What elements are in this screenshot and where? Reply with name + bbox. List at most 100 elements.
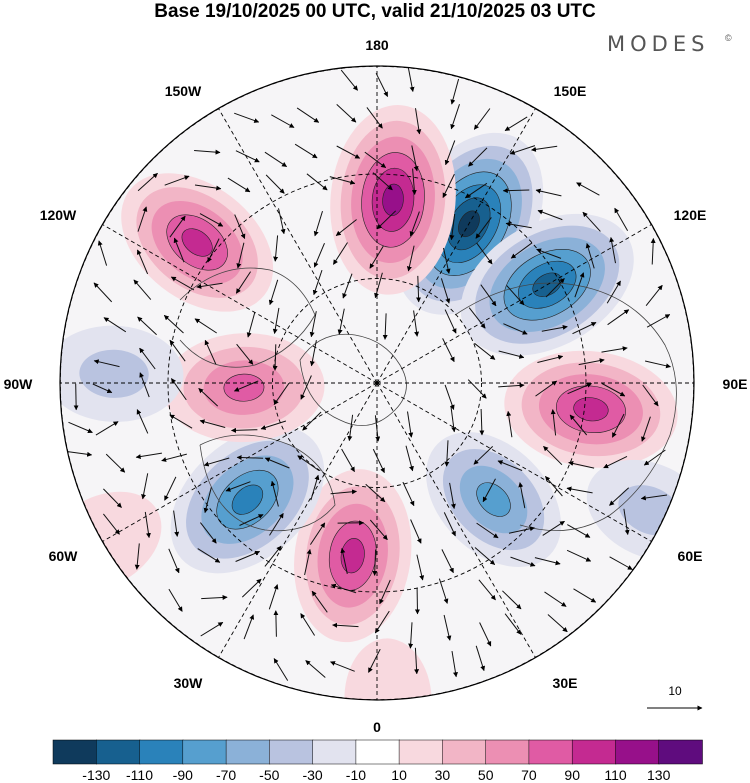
wind-arrow-icon <box>578 358 605 366</box>
wind-arrow-icon <box>609 556 633 570</box>
wind-arrow-icon <box>137 206 148 232</box>
wind-arrow-icon <box>497 460 523 471</box>
wind-arrow-icon <box>566 549 592 562</box>
wind-arrow-icon <box>133 279 152 300</box>
wind-arrow-icon <box>534 557 561 566</box>
colorbar-swatch <box>398 739 444 765</box>
wind-arrow-icon <box>374 272 383 299</box>
wind-arrow-icon <box>273 235 279 262</box>
wind-arrow-icon <box>482 478 496 503</box>
wind-arrow-icon <box>541 324 568 332</box>
wind-arrow-icon <box>336 104 357 123</box>
wind-arrow-icon <box>273 658 289 681</box>
wind-arrow-icon <box>603 455 628 469</box>
wind-arrow-icon <box>609 487 630 506</box>
wind-arrow-icon <box>502 590 522 610</box>
wind-arrow-icon <box>241 578 262 598</box>
meridian-line <box>376 382 536 658</box>
map-disc <box>60 66 694 700</box>
wind-arrow-icon <box>601 346 628 353</box>
anomaly-band <box>476 482 511 517</box>
wind-arrow-icon <box>498 350 525 359</box>
wind-arrow-icon <box>480 284 497 307</box>
coastline-eurasia <box>454 282 677 531</box>
wind-arrow-icon <box>451 651 458 678</box>
colorbar-swatch <box>355 739 400 765</box>
wind-arrow-icon <box>198 388 219 407</box>
wind-arrow-icon <box>569 414 588 436</box>
wind-arrow-icon <box>68 421 93 434</box>
wind-arrow-icon <box>475 217 492 239</box>
wind-arrow-icon <box>449 482 456 509</box>
colorbar-swatch <box>571 739 617 765</box>
colorbar: -130 -110 -90 -70 -50 -30 -10 10 30 50 70 90 110 130 <box>52 739 703 783</box>
colorbar-tick-label: -50 <box>259 767 279 783</box>
wind-arrow-icon <box>265 174 285 194</box>
wind-arrow-icon <box>479 408 485 436</box>
wind-arrow-icon <box>545 278 565 298</box>
wind-arrow-icon <box>236 455 264 461</box>
wind-arrow-icon <box>336 145 361 159</box>
colorbar-tick-label: -70 <box>216 767 236 783</box>
wind-arrow-icon <box>164 175 190 186</box>
wind-arrow-icon <box>139 372 150 398</box>
wind-arrow-icon <box>474 547 496 565</box>
wind-arrow-icon <box>509 145 536 155</box>
colorbar-swatch <box>52 739 98 765</box>
wind-arrow-icon <box>312 269 323 296</box>
colorbar-swatch <box>269 739 314 765</box>
wind-arrow-icon <box>207 238 220 263</box>
wind-arrow-icon <box>411 168 417 195</box>
anomaly-band <box>573 397 609 422</box>
wind-arrow-icon <box>341 448 355 473</box>
wind-arrow-icon <box>413 310 420 337</box>
wind-arrow-icon <box>330 661 355 672</box>
colorbar-tick-label: 110 <box>604 767 627 783</box>
meridian-line <box>218 108 378 384</box>
wind-arrow-icon <box>296 107 320 123</box>
label-150e: 150E <box>554 83 587 99</box>
wind-arrow-icon <box>164 476 177 501</box>
wind-arrow-icon <box>537 209 563 221</box>
wind-arrow-icon <box>304 549 312 576</box>
wind-arrow-icon <box>203 487 212 514</box>
wind-arrow-icon <box>65 450 93 457</box>
wind-arrow-icon <box>368 648 381 673</box>
wind-arrow-icon <box>646 314 671 328</box>
anomaly-band <box>231 484 264 515</box>
wind-arrow-icon <box>137 172 158 192</box>
chart-title: Base 19/10/2025 00 UTC, valid 21/10/2025… <box>154 1 596 22</box>
wind-arrow-icon <box>141 473 149 500</box>
label-60w: 60W <box>49 548 79 564</box>
wind-arrow-icon <box>566 486 593 494</box>
wind-arrow-icon <box>170 378 187 401</box>
colorbar-swatch <box>96 739 141 765</box>
wind-arrow-icon <box>450 78 460 105</box>
wind-arrow-icon <box>340 69 358 91</box>
wind-arrow-icon <box>369 519 388 541</box>
wind-arrow-icon <box>410 519 422 544</box>
wind-arrow-icon <box>278 208 286 235</box>
colorbar-swatch <box>225 739 271 765</box>
wind-arrow-icon <box>582 211 601 232</box>
wind-arrow-icon <box>644 360 671 369</box>
wind-arrow-icon <box>97 240 108 266</box>
wind-arrow-icon <box>311 590 328 613</box>
wind-arrow-icon <box>236 242 245 269</box>
wind-arrow-icon <box>272 307 280 334</box>
wind-arrow-icon <box>235 271 252 294</box>
colorbar-tick-label: 70 <box>521 767 537 783</box>
wind-arrow-icon <box>340 547 348 575</box>
wind-arrow-icon <box>442 173 455 198</box>
wind-arrow-icon <box>641 416 651 442</box>
wind-arrow-icon <box>473 446 494 465</box>
wind-arrow-icon <box>139 347 156 370</box>
meridian-line <box>376 382 652 542</box>
label-30w: 30W <box>174 675 204 691</box>
wind-arrow-icon <box>137 316 157 336</box>
wind-arrow-icon <box>194 149 221 155</box>
wind-arrow-icon <box>197 548 221 563</box>
label-90w: 90W <box>4 376 34 392</box>
wind-arrow-icon <box>200 522 217 544</box>
wind-arrow-icon <box>640 494 668 501</box>
